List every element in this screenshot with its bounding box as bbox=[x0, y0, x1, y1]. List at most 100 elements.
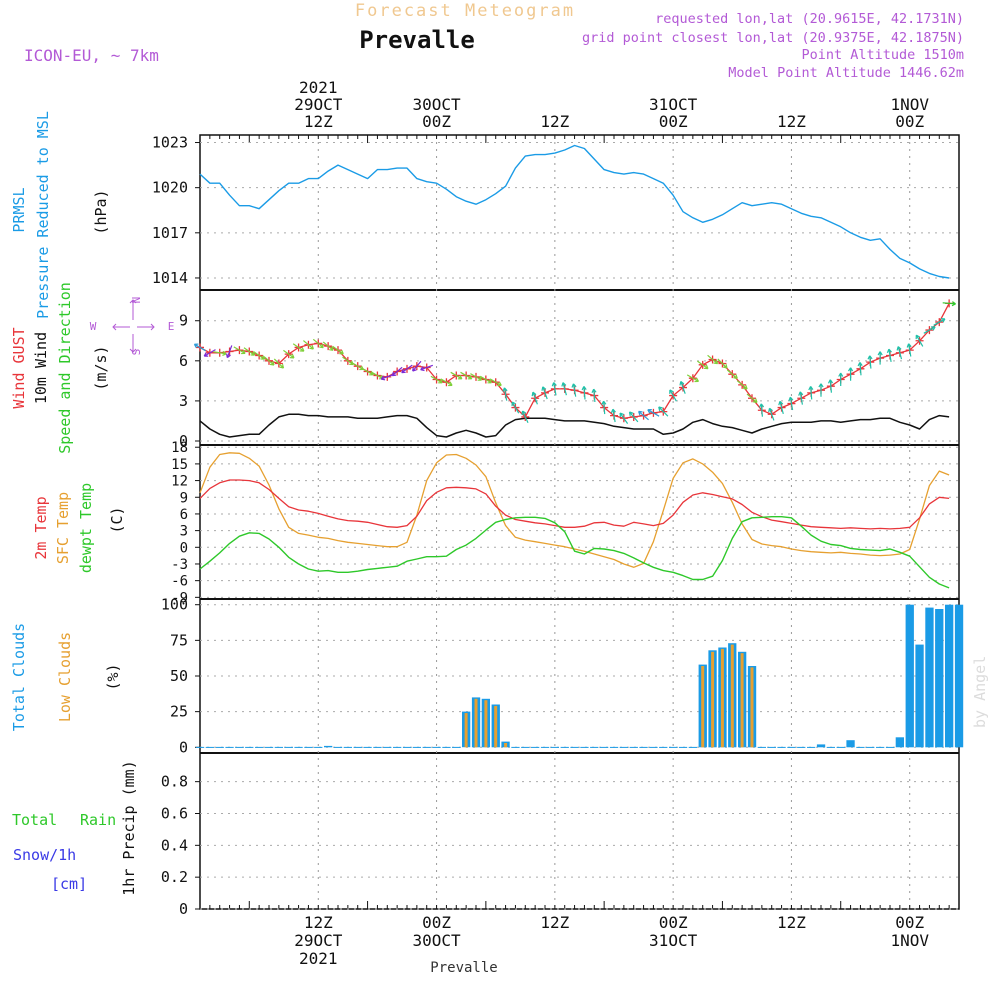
total-cloud-bar bbox=[235, 746, 244, 748]
wind-direction-arrow bbox=[628, 411, 639, 423]
wind10-label: 10m Wind bbox=[32, 332, 50, 404]
wind-direction-arrow bbox=[933, 318, 946, 326]
top-time-label: 12Z bbox=[777, 112, 806, 131]
total-clouds-label: Total Clouds bbox=[10, 623, 28, 731]
total-cloud-bar bbox=[895, 737, 904, 748]
cm-label: [cm] bbox=[51, 875, 87, 893]
prmsl-label: PRMSL bbox=[10, 187, 28, 232]
top-time-label: 00Z bbox=[895, 112, 924, 131]
wind-direction-arrow bbox=[283, 349, 295, 359]
wind-direction-arrow bbox=[906, 343, 912, 357]
requested-coords: requested lon,lat (20.9615E, 42.1731N) bbox=[655, 11, 964, 27]
total-cloud-bar bbox=[609, 746, 619, 748]
low-cloud-bar bbox=[720, 648, 724, 748]
total-cloud-bar bbox=[215, 746, 224, 748]
wind-direction-arrow bbox=[746, 393, 758, 403]
wind-direction-arrow bbox=[521, 410, 529, 424]
total-cloud-bar bbox=[767, 746, 776, 748]
hpa-label: (hPa) bbox=[92, 189, 110, 234]
wind-direction-arrow bbox=[243, 347, 256, 356]
total-cloud-bar bbox=[807, 746, 816, 748]
temp-ytick-label: 18 bbox=[171, 440, 188, 456]
low-cloud-bar bbox=[711, 651, 715, 748]
total-label: Total bbox=[12, 811, 57, 829]
wind-direction-arrow bbox=[915, 334, 924, 347]
wind-direction-arrow bbox=[233, 346, 246, 355]
top-time-label: 12Z bbox=[540, 112, 569, 131]
wind-direction-arrow bbox=[601, 400, 607, 415]
point-altitude: Point Altitude 1510m bbox=[801, 47, 964, 63]
sfc-temp-line bbox=[199, 452, 950, 568]
ms-label: (m/s) bbox=[92, 345, 110, 390]
total-cloud-bar bbox=[284, 746, 293, 748]
total-cloud-bar bbox=[264, 746, 274, 748]
bottom-time-label: 00Z bbox=[422, 913, 451, 932]
top-time-label: 29OCT bbox=[294, 95, 343, 114]
wind-direction-arrow bbox=[877, 351, 883, 365]
total-cloud-bar bbox=[905, 604, 914, 748]
precip-ytick-label: 0.8 bbox=[161, 773, 188, 791]
plot-content bbox=[193, 144, 964, 748]
total-cloud-bar bbox=[521, 746, 530, 748]
wind-direction-arrow bbox=[401, 364, 413, 374]
total-cloud-bar bbox=[816, 744, 826, 748]
wind-direction-arrow bbox=[420, 364, 434, 372]
total-cloud-bar bbox=[333, 746, 343, 748]
wind-direction-arrow bbox=[380, 374, 394, 381]
wind-direction-arrow bbox=[263, 356, 275, 366]
compass-east: E bbox=[168, 320, 175, 333]
total-cloud-bar bbox=[324, 745, 333, 748]
wind-direction-arrow bbox=[788, 396, 794, 411]
total-cloud-bar bbox=[255, 746, 264, 748]
wind-direction-arrow bbox=[531, 391, 538, 405]
total-cloud-bar bbox=[304, 746, 313, 748]
speed-direction-label: Speed and Direction bbox=[56, 282, 74, 454]
bottom-time-label: 30OCT bbox=[412, 931, 461, 950]
wind-direction-arrow bbox=[717, 358, 728, 369]
wind-direction-arrow bbox=[768, 407, 775, 421]
compass-west: W bbox=[90, 320, 97, 333]
wind-direction-arrow bbox=[867, 355, 873, 369]
total-cloud-bar bbox=[393, 746, 402, 748]
wind-ytick-label: 9 bbox=[179, 312, 188, 330]
total-cloud-bar bbox=[343, 746, 352, 748]
bottom-time-label: 12Z bbox=[777, 913, 806, 932]
low-cloud-bar bbox=[464, 713, 468, 748]
dewpt-line bbox=[199, 516, 950, 589]
wind-direction-arrow bbox=[707, 354, 719, 365]
total-cloud-bar bbox=[353, 746, 362, 748]
compass-north: N bbox=[130, 297, 143, 304]
forecast-title: Forecast Meteogram bbox=[355, 1, 575, 21]
top-time-label: 00Z bbox=[659, 112, 688, 131]
wind-direction-arrow bbox=[273, 358, 285, 369]
snow-label: Snow/1h bbox=[13, 846, 76, 864]
total-cloud-bar bbox=[925, 607, 934, 748]
low-clouds-label: Low Clouds bbox=[56, 632, 74, 722]
wind-direction-arrow bbox=[726, 369, 738, 379]
temp-ytick-label: -6 bbox=[171, 574, 188, 590]
precip-ytick-label: 0 bbox=[179, 900, 188, 918]
total-cloud-bar bbox=[629, 746, 638, 748]
temp-ytick-label: -3 bbox=[171, 557, 188, 573]
wind-ytick-label: 0 bbox=[179, 432, 188, 450]
total-cloud-bar bbox=[649, 746, 658, 748]
top-time-label: 2021 bbox=[299, 78, 338, 97]
prmsl-line bbox=[199, 144, 950, 279]
low-cloud-bar bbox=[474, 698, 478, 748]
wind-direction-arrow bbox=[391, 366, 403, 377]
total-cloud-bar bbox=[560, 746, 569, 748]
total-cloud-bar bbox=[373, 746, 382, 748]
total-cloud-bar bbox=[688, 746, 697, 748]
wind-ytick-label: 3 bbox=[179, 392, 188, 410]
total-cloud-bar bbox=[600, 746, 609, 748]
low-cloud-bar bbox=[701, 666, 705, 748]
temp2m-label: 2m Temp bbox=[32, 496, 50, 559]
wind-direction-arrow bbox=[847, 367, 854, 381]
wind-direction-arrow bbox=[511, 401, 520, 414]
wind-direction-arrow bbox=[551, 382, 557, 396]
top-time-label: 12Z bbox=[304, 112, 333, 131]
wind-direction-arrow bbox=[658, 406, 669, 417]
total-cloud-bar bbox=[619, 746, 628, 748]
wind-direction-arrow bbox=[923, 326, 936, 334]
